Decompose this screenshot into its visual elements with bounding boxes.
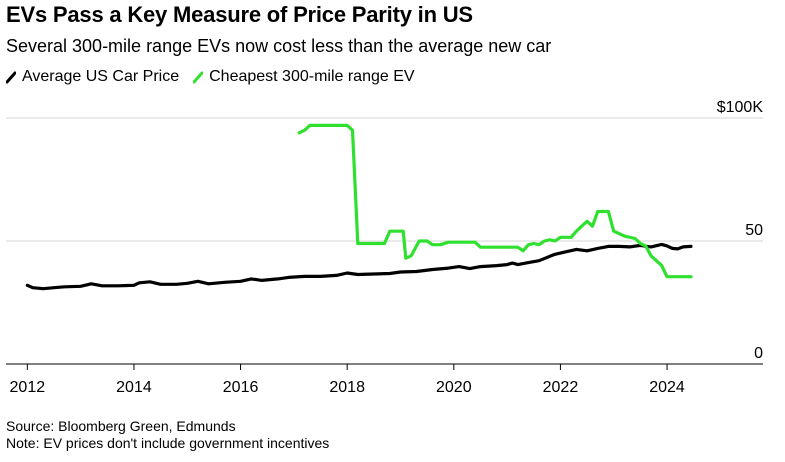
legend-item-cheapest-ev: Cheapest 300-mile range EV (193, 68, 415, 86)
legend-swatch-green-icon (193, 70, 204, 84)
x-tick-label: 2024 (649, 379, 685, 396)
y-tick-label: 50 (745, 222, 763, 239)
legend-item-average-us-car-price: Average US Car Price (6, 68, 179, 86)
legend: Average US Car Price Cheapest 300-mile r… (6, 68, 429, 86)
legend-swatch-black-icon (6, 70, 16, 84)
x-tick-label: 2022 (543, 379, 579, 396)
x-tick-label: 2016 (223, 379, 259, 396)
x-tick-label: 2014 (116, 379, 152, 396)
series-line-average-us-car-price (25, 242, 693, 291)
footnote: Note: EV prices don't include government… (6, 435, 330, 451)
legend-label: Cheapest 300-mile range EV (209, 68, 415, 85)
y-tick-label: $100K (717, 99, 764, 116)
series-layer (25, 123, 693, 291)
chart-subtitle: Several 300-mile range EVs now cost less… (6, 36, 552, 56)
y-tick-label: 0 (754, 345, 763, 362)
chart-title: EVs Pass a Key Measure of Price Parity i… (6, 2, 473, 27)
x-tick-label: 2020 (436, 379, 472, 396)
grid-layer (6, 117, 763, 242)
series-line-cheapest-300-mile-ev (297, 123, 693, 279)
axis-layer: 0 50 $100K 2012 2014 2016 2018 2020 2022 2024 (6, 99, 763, 396)
x-tick-label: 2012 (10, 379, 46, 396)
legend-label: Average US Car Price (22, 68, 180, 85)
source-note: Source: Bloomberg Green, Edmunds (6, 418, 236, 434)
x-tick-label: 2018 (329, 379, 365, 396)
